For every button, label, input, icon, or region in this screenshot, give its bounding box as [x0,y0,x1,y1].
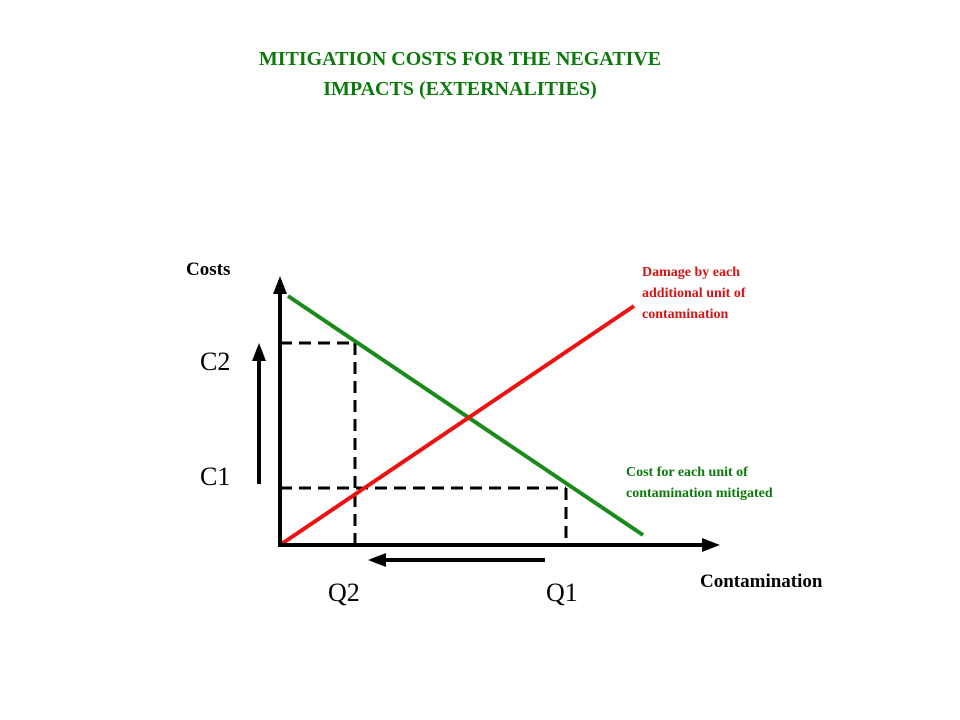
contamination-decrease-arrowhead [368,553,386,567]
cost-increase-arrowhead [252,343,266,361]
damage-label-line-2: additional unit of [642,286,746,301]
c1-label: C1 [200,462,231,491]
damage-line [278,304,636,547]
mitigation-curve-label: Cost for each unit of contamination miti… [626,462,773,504]
q2-label: Q2 [328,578,360,607]
y-axis-arrowhead [273,276,287,294]
damage-label-line-1: Damage by each [642,265,740,280]
mitigation-label-line-2: contamination mitigated [626,486,773,501]
y-axis-label: Costs [186,259,231,280]
damage-curve-label: Damage by each additional unit of contam… [642,262,745,325]
mitigation-label-line-1: Cost for each unit of [626,465,748,480]
x-axis-label: Contamination [700,571,823,592]
title-line-2: IMPACTS (EXTERNALITIES) [323,78,597,100]
page-title: MITIGATION COSTS FOR THE NEGATIVE IMPACT… [160,44,760,104]
mitigation-cost-line [286,294,645,537]
q1-label: Q1 [546,578,578,607]
damage-label-line-3: contamination [642,307,729,322]
c2-label: C2 [200,347,231,376]
title-line-1: MITIGATION COSTS FOR THE NEGATIVE [258,48,662,70]
x-axis-arrowhead [702,538,720,552]
